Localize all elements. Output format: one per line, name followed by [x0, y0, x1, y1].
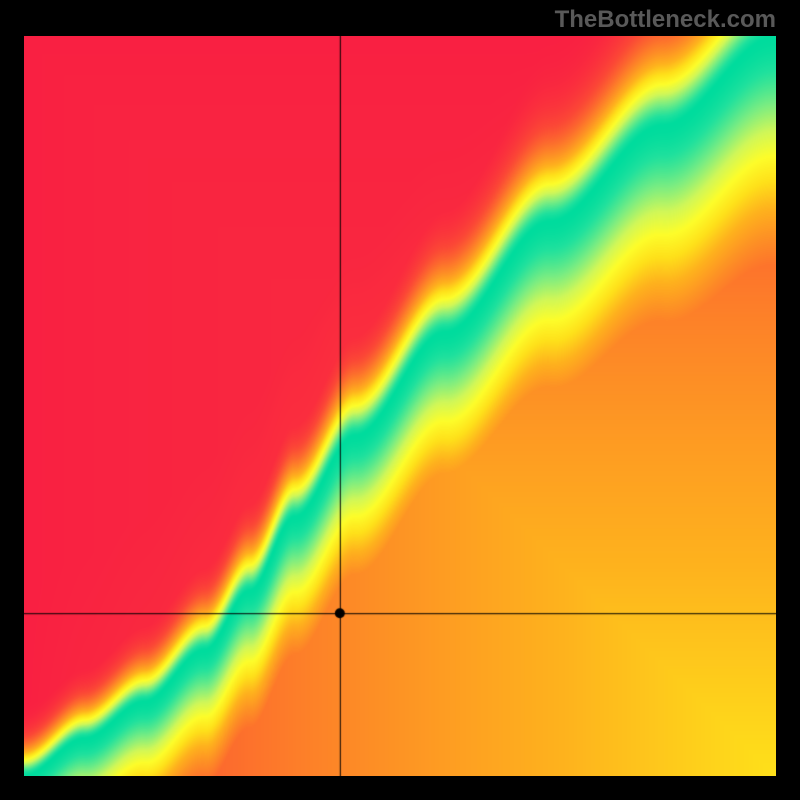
watermark-text: TheBottleneck.com [555, 6, 776, 34]
heatmap-canvas [24, 36, 776, 776]
bottleneck-heatmap [24, 36, 776, 776]
